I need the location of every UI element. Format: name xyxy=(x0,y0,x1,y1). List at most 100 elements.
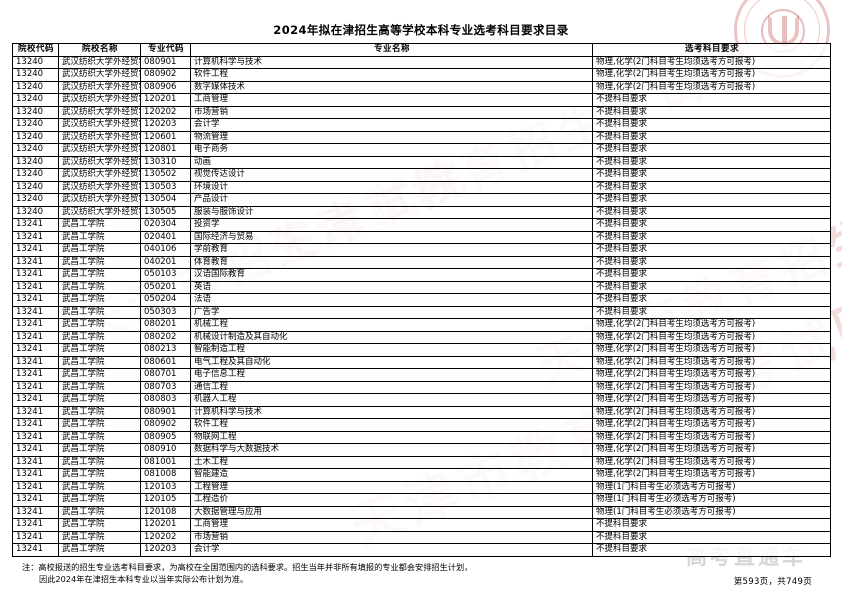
cell-major-name: 工程造价 xyxy=(190,493,593,507)
major-requirements-table-container: 院校代码 院校名称 专业代码 专业名称 选考科目要求 13240 武汉纺织大学外经… xyxy=(12,43,831,557)
table-row: 13241 武昌工学院 020401 国际经济与贸易 不提科目要求 xyxy=(12,230,831,244)
cell-major-name: 电气工程及其自动化 xyxy=(190,355,593,369)
table-row: 13240武汉纺织大学外经贸学院120203会计学不提科目要求 xyxy=(12,118,831,132)
cell-requirement: 不提科目要求 xyxy=(592,280,831,294)
cell-school-code: 13240 xyxy=(12,205,59,219)
cell-major-name: 视觉传达设计 xyxy=(190,168,593,182)
cell-school-name: 武昌工学院 xyxy=(58,330,141,344)
cell-school-name: 武昌工学院 xyxy=(58,343,141,357)
cell-major-code: 080902 xyxy=(140,418,191,432)
cell-major-code: 080601 xyxy=(140,355,191,369)
cell-requirement: 物理,化学(2门科目考生均须选考方可报考) xyxy=(592,430,831,444)
cell-major-name: 汉语国际教育 xyxy=(190,268,593,282)
cell-major-name: 工程管理 xyxy=(190,480,593,494)
cell-school-code: 13241 xyxy=(12,280,59,294)
cell-major-name: 国际经济与贸易 xyxy=(190,230,593,244)
cell-requirement: 不提科目要求 xyxy=(592,255,831,269)
cell-requirement: 不提科目要求 xyxy=(592,180,831,194)
cell-requirement: 物理,化学(2门科目考生均须选考方可报考) xyxy=(592,368,831,382)
cell-major-name: 产品设计 xyxy=(190,193,593,207)
cell-school-name: 武昌工学院 xyxy=(58,243,141,257)
cell-school-name: 武昌工学院 xyxy=(58,430,141,444)
column-header-school-code: 院校代码 xyxy=(12,43,59,57)
footer-note-line-2: 因此2024年在津招生本科专业以当年实际公布计划为准。 xyxy=(39,573,249,584)
cell-major-name: 通信工程 xyxy=(190,380,593,394)
table-row: 13241 武昌工学院 120203 会计学 不提科目要求 xyxy=(12,543,831,557)
cell-school-name: 武汉纺织大学外经贸学院 xyxy=(58,205,141,219)
cell-school-name: 武昌工学院 xyxy=(58,530,141,544)
cell-school-name: 武昌工学院 xyxy=(58,255,141,269)
cell-major-code: 080901 xyxy=(140,405,191,419)
cell-requirement: 物理,化学(2门科目考生均须选考方可报考) xyxy=(592,380,831,394)
cell-requirement: 物理,化学(2门科目考生均须选考方可报考) xyxy=(592,55,831,69)
cell-school-code: 13241 xyxy=(12,318,59,332)
cell-requirement: 不提科目要求 xyxy=(592,293,831,307)
cell-major-name: 学前教育 xyxy=(190,243,593,257)
cell-school-name: 武昌工学院 xyxy=(58,443,141,457)
cell-major-code: 080201 xyxy=(140,318,191,332)
cell-requirement: 物理,化学(2门科目考生均须选考方可报考) xyxy=(592,343,831,357)
table-row: 13241 武昌工学院 080803 机器人工程 物理,化学(2门科目考生均须选考方可报… xyxy=(12,393,831,407)
cell-major-name: 智能建造 xyxy=(190,468,593,482)
cell-school-name: 武汉纺织大学外经贸学院 xyxy=(58,80,141,94)
cell-major-name: 计算机科学与技术 xyxy=(190,405,593,419)
cell-requirement: 不提科目要求 xyxy=(592,193,831,207)
table-row: 13240武汉纺织大学外经贸学院080901计算机科学与技术物理,化学(2门科目… xyxy=(12,55,831,69)
cell-school-code: 13241 xyxy=(12,255,59,269)
cell-major-code: 120601 xyxy=(140,130,191,144)
cell-school-name: 武昌工学院 xyxy=(58,468,141,482)
cell-school-name: 武汉纺织大学外经贸学院 xyxy=(58,193,141,207)
cell-school-code: 13241 xyxy=(12,505,59,519)
cell-major-code: 080901 xyxy=(140,55,191,69)
cell-school-name: 武昌工学院 xyxy=(58,405,141,419)
footer-note-line-1: 注：高校报送的招生专业选考科目要求，为高校在全国范围内的选科要求。招生当年并非所… xyxy=(22,562,473,572)
cell-major-code: 120203 xyxy=(140,543,191,557)
cell-major-code: 130503 xyxy=(140,180,191,194)
cell-requirement: 不提科目要求 xyxy=(592,530,831,544)
table-row: 13241 武昌工学院 081008 智能建造 物理,化学(2门科目考生均须选考方可报考… xyxy=(12,468,831,482)
cell-school-name: 武汉纺织大学外经贸学院 xyxy=(58,130,141,144)
cell-school-code: 13240 xyxy=(12,193,59,207)
cell-major-name: 工商管理 xyxy=(190,93,593,107)
cell-major-code: 120202 xyxy=(140,105,191,119)
cell-major-code: 080905 xyxy=(140,430,191,444)
cell-requirement: 不提科目要求 xyxy=(592,130,831,144)
cell-major-code: 020401 xyxy=(140,230,191,244)
cell-major-name: 机械设计制造及其自动化 xyxy=(190,330,593,344)
cell-major-code: 120201 xyxy=(140,518,191,532)
cell-major-code: 130502 xyxy=(140,168,191,182)
cell-requirement: 不提科目要求 xyxy=(592,118,831,132)
cell-major-code: 040201 xyxy=(140,255,191,269)
cell-school-name: 武昌工学院 xyxy=(58,268,141,282)
cell-major-name: 会计学 xyxy=(190,118,593,132)
cell-major-code: 080703 xyxy=(140,380,191,394)
cell-school-code: 13241 xyxy=(12,468,59,482)
cell-major-code: 080910 xyxy=(140,443,191,457)
table-row: 13241 武昌工学院 080902 软件工程 物理,化学(2门科目考生均须选考方可报考… xyxy=(12,418,831,432)
column-header-school-name: 院校名称 xyxy=(58,43,141,57)
table-row: 13241 武昌工学院 080910 数据科学与大数据技术 物理,化学(2门科目考生均须… xyxy=(12,443,831,457)
cell-major-name: 法语 xyxy=(190,293,593,307)
cell-school-name: 武昌工学院 xyxy=(58,305,141,319)
cell-school-name: 武昌工学院 xyxy=(58,280,141,294)
cell-school-name: 武汉纺织大学外经贸学院 xyxy=(58,105,141,119)
table-row: 13241 武昌工学院 050204 法语 不提科目要求 xyxy=(12,293,831,307)
table-header-row: 院校代码 院校名称 专业代码 专业名称 选考科目要求 xyxy=(12,43,831,57)
column-header-major-code: 专业代码 xyxy=(140,43,191,57)
cell-requirement: 物理,化学(2门科目考生均须选考方可报考) xyxy=(592,393,831,407)
cell-school-code: 13240 xyxy=(12,93,59,107)
cell-major-name: 数字媒体技术 xyxy=(190,80,593,94)
cell-major-code: 050303 xyxy=(140,305,191,319)
cell-requirement: 不提科目要求 xyxy=(592,105,831,119)
cell-requirement: 不提科目要求 xyxy=(592,305,831,319)
cell-school-name: 武昌工学院 xyxy=(58,493,141,507)
table-row: 13240武汉纺织大学外经贸学院120801电子商务不提科目要求 xyxy=(12,143,831,157)
cell-major-name: 软件工程 xyxy=(190,68,593,82)
cell-major-name: 体育教育 xyxy=(190,255,593,269)
cell-requirement: 不提科目要求 xyxy=(592,243,831,257)
cell-school-code: 13240 xyxy=(12,105,59,119)
cell-requirement: 物理,化学(2门科目考生均须选考方可报考) xyxy=(592,418,831,432)
cell-requirement: 物理,化学(2门科目考生均须选考方可报考) xyxy=(592,330,831,344)
cell-major-name: 机械工程 xyxy=(190,318,593,332)
